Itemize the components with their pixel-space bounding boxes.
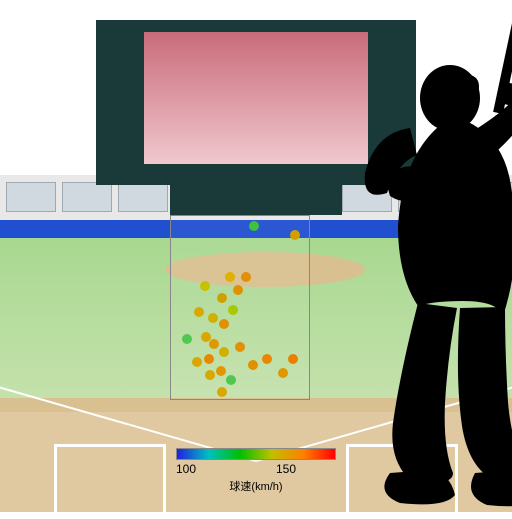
pitch-dot bbox=[278, 368, 288, 378]
strike-zone-box bbox=[170, 215, 310, 400]
pitch-dot bbox=[225, 272, 235, 282]
pitch-dot bbox=[182, 334, 192, 344]
pitch-dot bbox=[241, 272, 251, 282]
pitch-dot bbox=[233, 285, 243, 295]
pitch-location-chart: 100 150 球速(km/h) bbox=[0, 0, 512, 512]
pitch-dot bbox=[219, 347, 229, 357]
pitch-dot bbox=[204, 354, 214, 364]
batter-box bbox=[54, 444, 166, 519]
pitch-dot bbox=[208, 313, 218, 323]
pitch-dot bbox=[216, 366, 226, 376]
pitch-dot bbox=[219, 319, 229, 329]
pitch-dot bbox=[226, 375, 236, 385]
pitch-dot bbox=[288, 354, 298, 364]
pitch-dot bbox=[249, 221, 259, 231]
colorbar-label: 球速(km/h) bbox=[176, 478, 336, 494]
colorbar-tick: 150 bbox=[276, 462, 296, 476]
wall-panel bbox=[6, 182, 56, 212]
pitch-dot bbox=[235, 342, 245, 352]
batter-silhouette bbox=[310, 18, 512, 512]
pitch-dot bbox=[192, 357, 202, 367]
pitch-dot bbox=[205, 370, 215, 380]
wall-panel bbox=[118, 182, 168, 212]
pitch-dot bbox=[290, 230, 300, 240]
pitch-dot bbox=[194, 307, 204, 317]
pitch-dot bbox=[217, 293, 227, 303]
pitch-dot bbox=[228, 305, 238, 315]
pitch-dot bbox=[209, 339, 219, 349]
pitch-dot bbox=[248, 360, 258, 370]
wall-panel bbox=[62, 182, 112, 212]
velocity-colorbar: 100 150 球速(km/h) bbox=[176, 448, 336, 494]
colorbar-gradient bbox=[176, 448, 336, 460]
pitch-dot bbox=[262, 354, 272, 364]
pitch-dot bbox=[200, 281, 210, 291]
pitch-dot bbox=[217, 387, 227, 397]
colorbar-tick: 100 bbox=[176, 462, 196, 476]
colorbar-ticks: 100 150 bbox=[176, 462, 336, 476]
